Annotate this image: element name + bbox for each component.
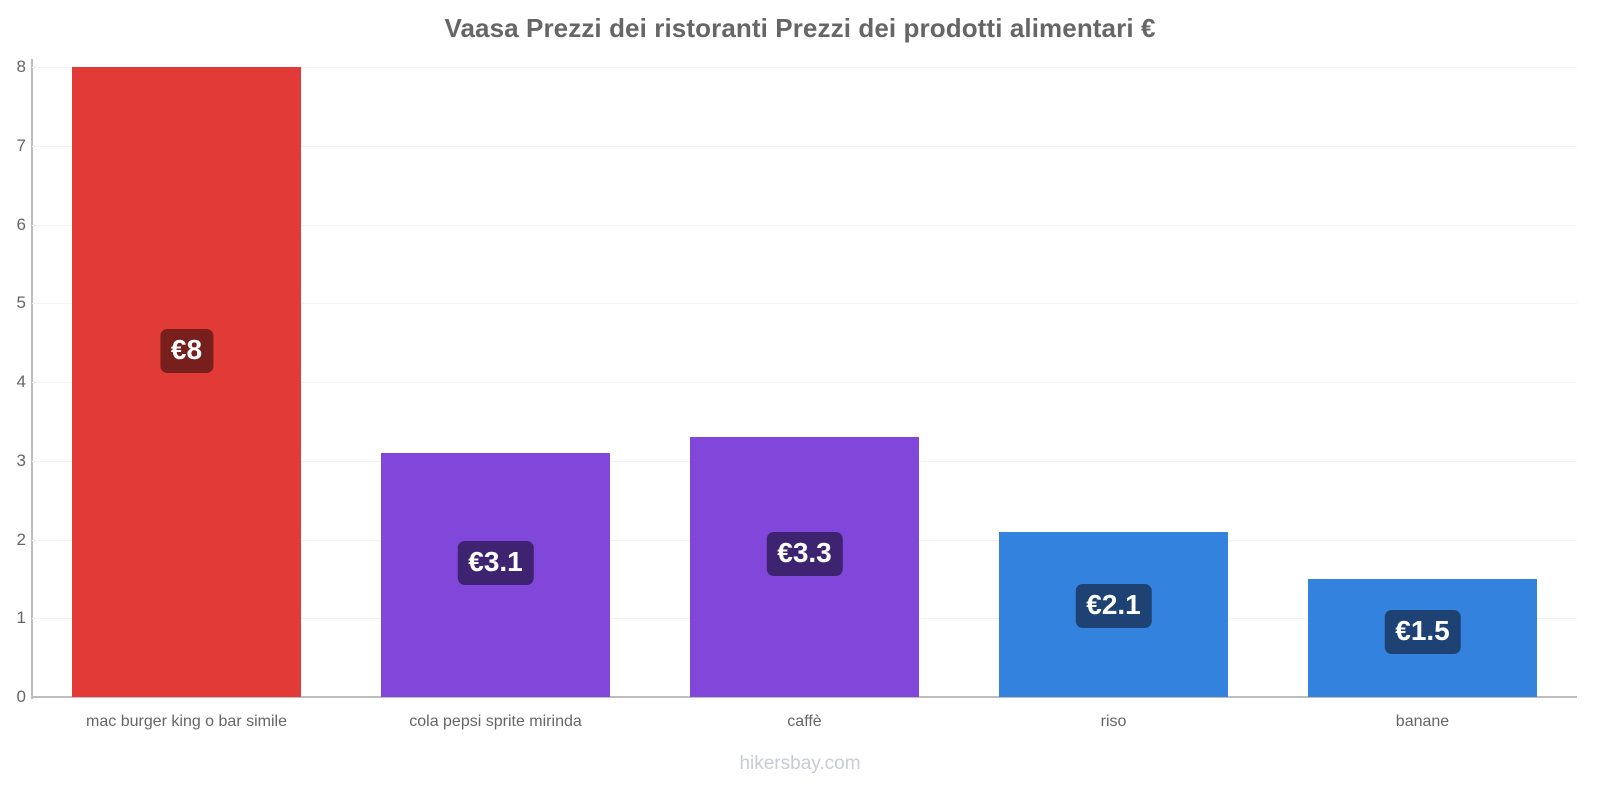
- y-tick-label: 8: [16, 57, 26, 76]
- y-tick-label: 5: [16, 293, 26, 313]
- y-tick-label: 1: [16, 608, 26, 628]
- x-tick-label: banane: [1395, 713, 1450, 730]
- x-tick-label: caffè: [787, 713, 822, 730]
- y-tick-label: 0: [16, 687, 26, 706]
- y-tick-label: 2: [16, 529, 26, 549]
- bars-layer: [32, 67, 1577, 697]
- y-tick-label: 3: [16, 450, 26, 470]
- y-tick-label: 6: [16, 214, 26, 234]
- footer-watermark: hikersbay.com: [739, 753, 861, 774]
- bar-value-label: €3.1: [457, 540, 534, 585]
- x-tick-label: riso: [1100, 713, 1127, 730]
- gridline: [32, 145, 1577, 147]
- gridline: [32, 224, 1577, 226]
- bar-value-label: €2.1: [1075, 584, 1152, 629]
- bar-value-label: €8: [159, 328, 214, 373]
- gridline: [32, 382, 1577, 383]
- plot-area: [32, 67, 1577, 697]
- chart-title: Vaasa Prezzi dei ristoranti Prezzi dei p…: [444, 13, 1156, 43]
- gridline: [32, 67, 1577, 68]
- x-tick-label: mac burger king o bar simile: [86, 713, 287, 730]
- y-axis-tick-labels: 0 1 2 3 4 5 6 7 8: [0, 0, 26, 800]
- x-axis-line: [32, 696, 1577, 698]
- bar[interactable]: [72, 67, 301, 697]
- y-tick-label: 4: [16, 372, 26, 391]
- bar-value-label: €3.3: [766, 532, 843, 577]
- y-axis-line: [31, 59, 33, 699]
- gridline: [32, 303, 1577, 305]
- y-tick-label: 7: [16, 135, 26, 155]
- bar-value-label: €1.5: [1384, 610, 1461, 655]
- x-tick-label: cola pepsi sprite mirinda: [409, 713, 582, 730]
